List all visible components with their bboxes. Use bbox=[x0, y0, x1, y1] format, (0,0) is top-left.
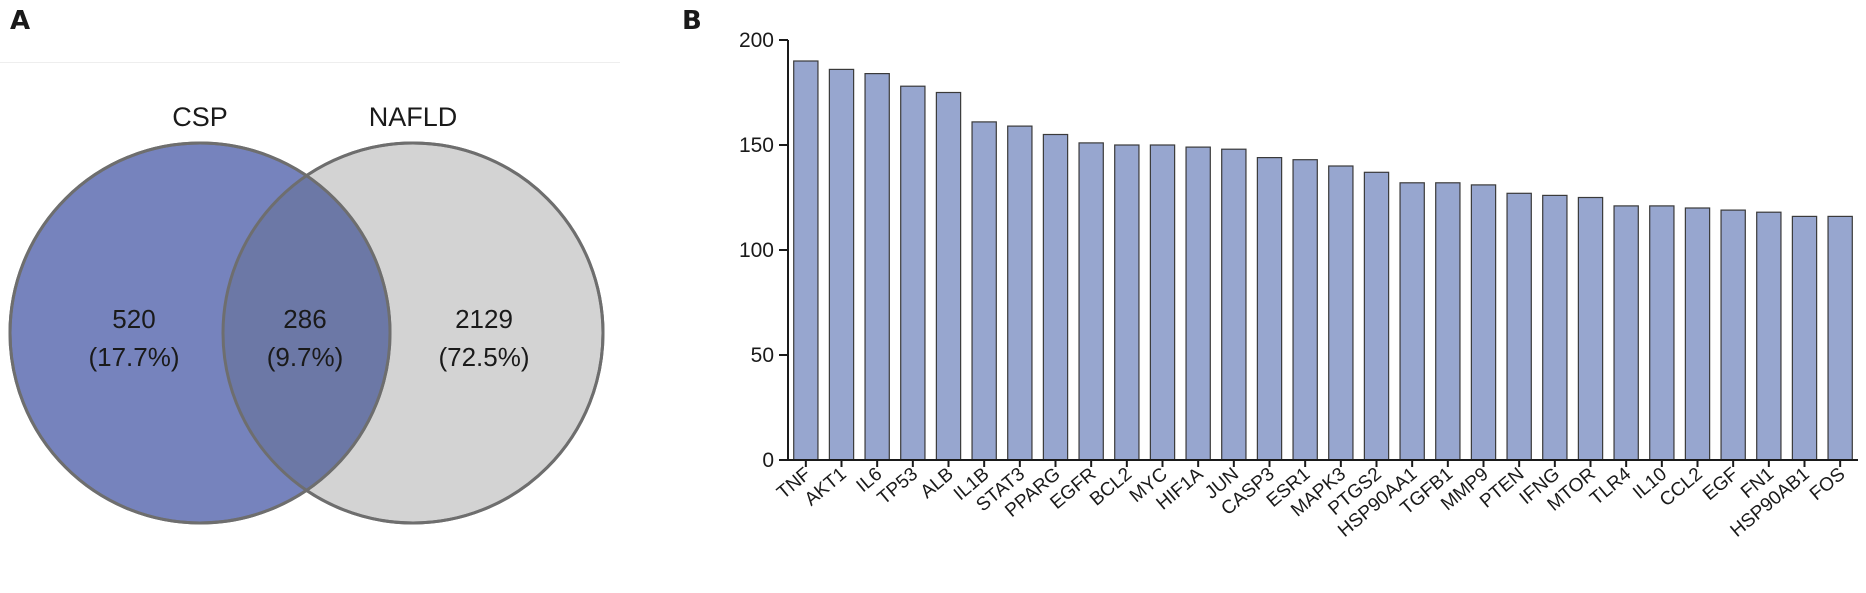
bar-il6 bbox=[864, 72, 890, 461]
bar-ptgs2 bbox=[1363, 171, 1390, 461]
x-tick-label-egf: EGF bbox=[1699, 464, 1742, 505]
bar-fos bbox=[1827, 215, 1853, 461]
bar-mmp9 bbox=[1470, 184, 1497, 461]
venn-set-label-nafld: NAFLD bbox=[369, 102, 458, 132]
venn-percent-csp-only: (17.7%) bbox=[88, 342, 179, 372]
bar-casp3 bbox=[1256, 157, 1283, 461]
bar-egf bbox=[1720, 209, 1746, 461]
y-tick-label: 150 bbox=[739, 134, 774, 157]
bar-pparg bbox=[1042, 133, 1069, 461]
x-tick-label-ccl2: CCL2 bbox=[1656, 464, 1707, 511]
bar-ccl2 bbox=[1684, 207, 1711, 461]
bar-tnf bbox=[793, 60, 819, 461]
bar-hsp90aa1 bbox=[1399, 182, 1425, 461]
panel-label-a: A bbox=[10, 6, 31, 36]
bar-tlr4 bbox=[1613, 205, 1639, 461]
x-tick-label-tp53: TP53 bbox=[874, 464, 922, 509]
bar-fn1 bbox=[1756, 211, 1782, 461]
bar-pten bbox=[1506, 192, 1532, 461]
y-tick-label: 100 bbox=[739, 239, 774, 262]
venn-diagram: CSP NAFLD 520 (17.7%) 286 (9.7%) 2129 (7… bbox=[8, 102, 605, 525]
bar-il1b bbox=[971, 121, 997, 461]
panel-divider bbox=[0, 62, 620, 63]
y-axis-ticks: 0 50 100 150 200 bbox=[739, 29, 788, 472]
bar-series bbox=[793, 60, 1853, 461]
venn-outline-csp bbox=[8, 141, 392, 525]
venn-count-csp-only: 520 bbox=[112, 304, 155, 334]
y-tick-label: 0 bbox=[762, 449, 774, 472]
bar-alb bbox=[935, 91, 962, 461]
x-tick-label-fos: FOS bbox=[1806, 464, 1849, 505]
bar-stat3 bbox=[1007, 125, 1033, 461]
bar-mapk3 bbox=[1328, 165, 1354, 461]
bar-bcl2 bbox=[1114, 144, 1140, 461]
venn-outline-nafld bbox=[221, 141, 605, 525]
panel-label-b: B bbox=[682, 6, 702, 36]
bar-akt1 bbox=[828, 68, 855, 461]
x-tick-label-alb: ALB bbox=[917, 464, 958, 503]
bar-mtor bbox=[1577, 196, 1604, 461]
bar-esr1 bbox=[1292, 159, 1318, 461]
bar-jun bbox=[1221, 148, 1247, 461]
venn-percent-nafld-only: (72.5%) bbox=[438, 342, 529, 372]
venn-percent-overlap: (9.7%) bbox=[267, 342, 344, 372]
bar-myc bbox=[1149, 144, 1176, 461]
venn-count-overlap: 286 bbox=[283, 304, 326, 334]
x-tick-label-bcl2: BCL2 bbox=[1086, 464, 1136, 511]
venn-overlap-region bbox=[223, 143, 390, 523]
bar-il10 bbox=[1649, 205, 1675, 461]
bar-ifng bbox=[1542, 194, 1568, 461]
venn-set-label-csp: CSP bbox=[172, 102, 228, 132]
bar-hif1a bbox=[1185, 146, 1211, 461]
y-tick-label: 50 bbox=[751, 344, 774, 367]
y-tick-label: 200 bbox=[739, 29, 774, 52]
bar-hsp90ab1 bbox=[1791, 215, 1818, 461]
bar-tgfb1 bbox=[1435, 182, 1461, 461]
bar-tp53 bbox=[900, 85, 926, 461]
bar-egfr bbox=[1078, 142, 1104, 461]
x-tick-label-tlr4: TLR4 bbox=[1586, 463, 1635, 509]
x-tick-label-akt1: AKT1 bbox=[801, 464, 851, 511]
venn-count-nafld-only: 2129 bbox=[455, 304, 513, 334]
